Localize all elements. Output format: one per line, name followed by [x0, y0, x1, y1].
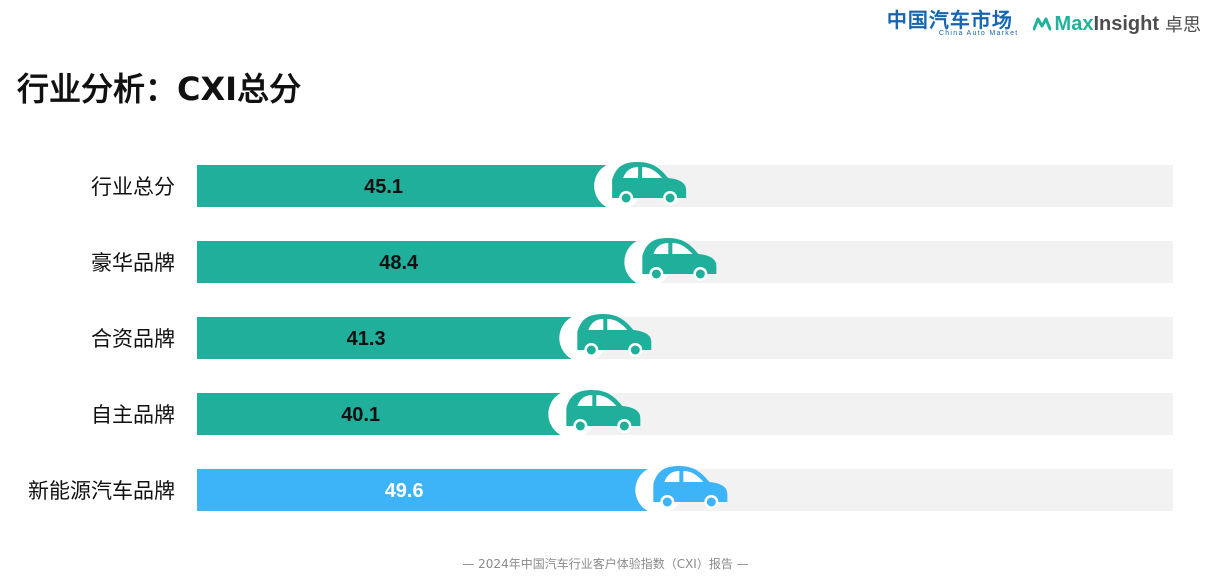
header-logos: 中国汽车市场 China Auto Market MaxInsight 卓思 [887, 10, 1201, 38]
data-label: 40.1 [341, 404, 380, 426]
china-auto-market-logo: 中国汽车市场 China Auto Market [887, 10, 1019, 38]
category-label: 新能源汽车品牌 [28, 479, 175, 503]
maxinsight-logo-max: Max [1054, 12, 1094, 35]
category-label: 合资品牌 [91, 327, 175, 351]
data-label: 45.1 [364, 176, 403, 198]
bar [197, 393, 565, 435]
data-label: 41.3 [347, 328, 386, 350]
bar [197, 241, 641, 283]
maxinsight-logo-chinese: 卓思 [1165, 15, 1201, 36]
footer-caption: — 2024年中国汽车行业客户体验指数（CXI）报告 — [462, 557, 749, 571]
car-icon [635, 466, 728, 514]
car-icon [559, 314, 652, 362]
china-auto-market-logo-subtext: China Auto Market [938, 30, 1019, 37]
data-label: 49.6 [385, 480, 424, 502]
maxinsight-logo-insight: Insight [1093, 12, 1159, 35]
maxinsight-logo: MaxInsight 卓思 [1032, 11, 1201, 37]
car-icon [594, 162, 687, 210]
bar [197, 165, 611, 207]
maxinsight-mark-icon [1032, 17, 1051, 31]
page-title: 行业分析：CXI总分 [17, 70, 302, 108]
category-label: 行业总分 [91, 175, 175, 199]
china-auto-market-logo-text: 中国汽车市场 [886, 8, 1013, 32]
car-icon [624, 238, 717, 286]
bar [197, 469, 652, 511]
data-label: 48.4 [379, 252, 419, 274]
category-label: 豪华品牌 [91, 251, 175, 275]
category-label: 自主品牌 [91, 403, 175, 427]
car-icon [548, 390, 641, 438]
bar [197, 317, 576, 359]
